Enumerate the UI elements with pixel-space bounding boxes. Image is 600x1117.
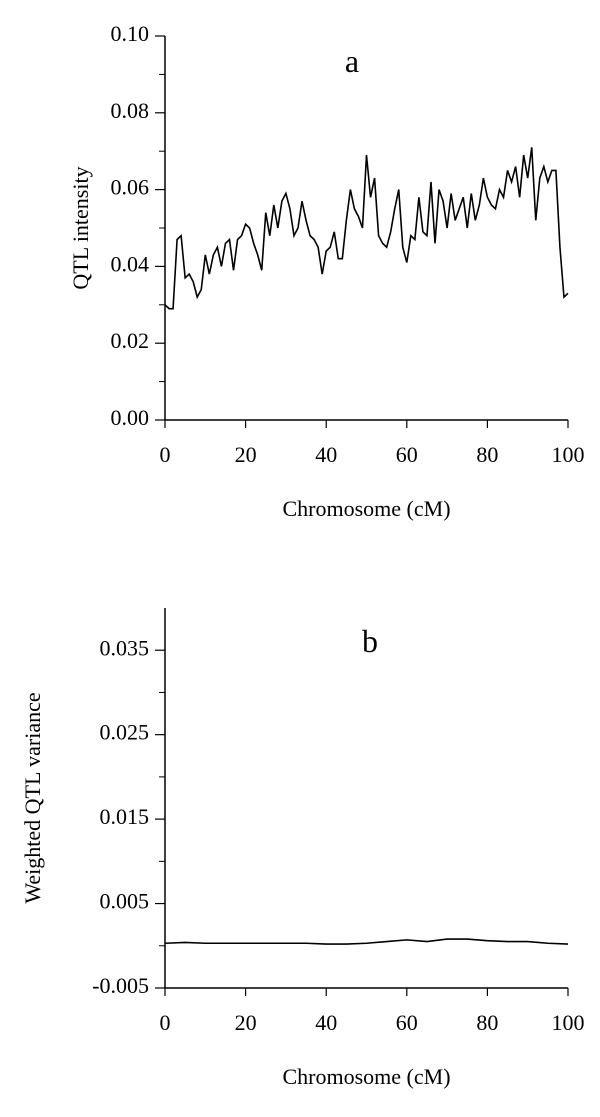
y-axis-label: Weighted QTL variance — [20, 692, 45, 903]
x-tick-label: 60 — [396, 1010, 418, 1035]
y-axis-label: QTL intensity — [68, 166, 93, 289]
x-tick-label: 100 — [552, 1010, 585, 1035]
y-tick-label: 0.015 — [100, 804, 150, 829]
y-tick-label: 0.025 — [100, 720, 150, 745]
y-tick-label: 0.06 — [111, 175, 150, 200]
y-tick-label: 0.04 — [111, 251, 150, 276]
x-tick-label: 40 — [315, 442, 337, 467]
x-tick-label: 80 — [476, 1010, 498, 1035]
y-tick-label: 0.02 — [111, 328, 150, 353]
panel-label: a — [345, 43, 359, 79]
x-tick-label: 0 — [160, 1010, 171, 1035]
x-tick-label: 20 — [235, 1010, 257, 1035]
x-tick-label: 80 — [476, 442, 498, 467]
x-tick-label: 0 — [160, 442, 171, 467]
x-axis-label: Chromosome (cM) — [282, 496, 450, 521]
x-tick-label: 40 — [315, 1010, 337, 1035]
y-tick-label: 0.08 — [111, 98, 150, 123]
data-line — [164, 938, 569, 945]
y-tick-label: 0.005 — [100, 889, 150, 914]
x-axis-label: Chromosome (cM) — [282, 1064, 450, 1089]
x-tick-label: 20 — [235, 442, 257, 467]
x-tick-label: 60 — [396, 442, 418, 467]
y-tick-label: -0.005 — [92, 973, 149, 998]
y-tick-label: 0.035 — [100, 635, 150, 660]
y-tick-label: 0.00 — [111, 405, 150, 430]
x-tick-label: 100 — [552, 442, 585, 467]
data-line — [164, 147, 569, 310]
y-tick-label: 0.10 — [111, 21, 150, 46]
panel-label: b — [362, 623, 378, 659]
